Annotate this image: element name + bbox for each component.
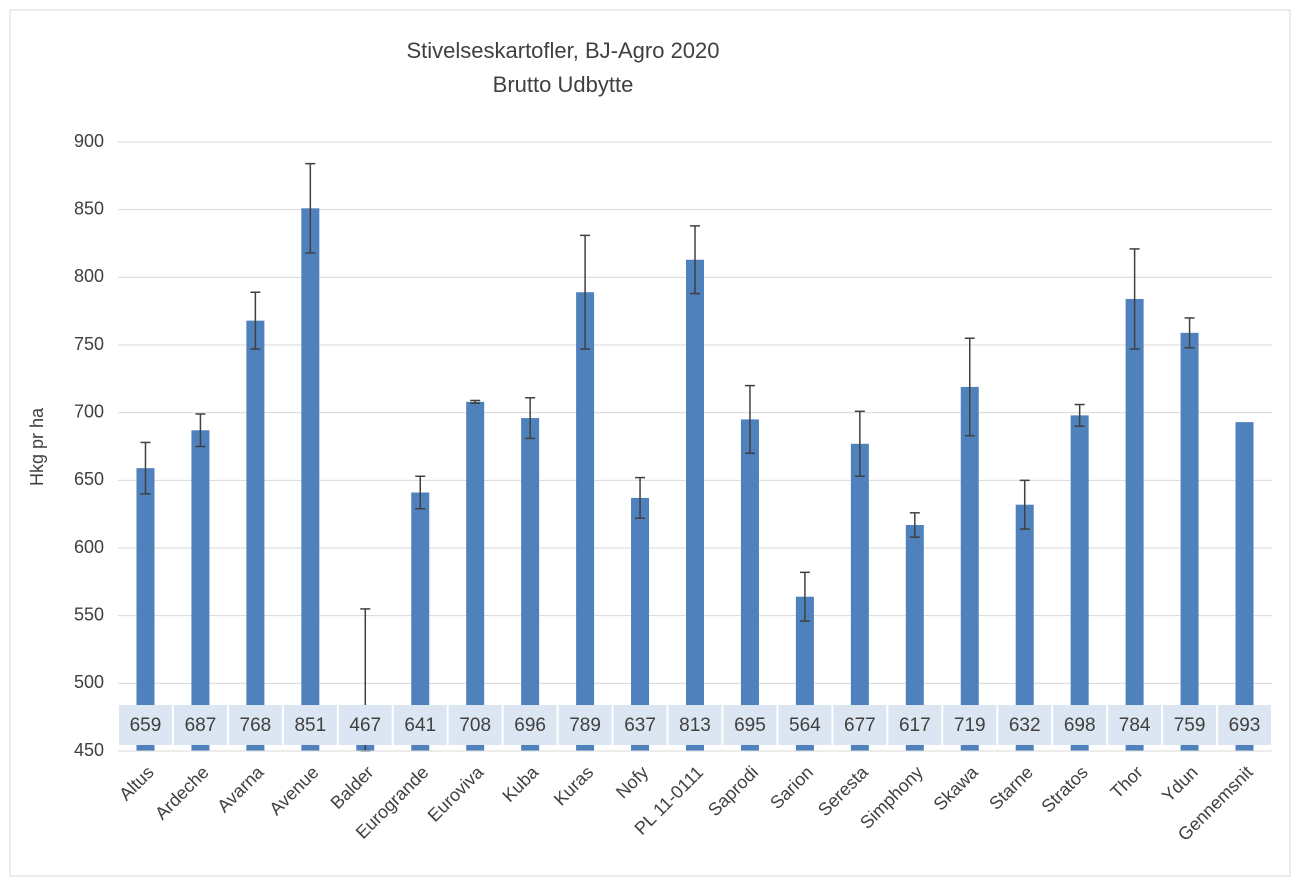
chart-subtitle: Brutto Udbytte <box>493 72 634 97</box>
value-label: 698 <box>1064 715 1096 736</box>
error-bar <box>744 384 755 455</box>
y-tick-label: 700 <box>74 401 104 421</box>
y-tick-label: 650 <box>74 469 104 489</box>
bar <box>905 524 924 751</box>
value-label-box <box>723 705 777 745</box>
y-tick-label: 450 <box>74 740 104 760</box>
value-label: 564 <box>789 715 821 736</box>
bar <box>631 497 650 751</box>
value-label: 659 <box>130 715 162 736</box>
value-label-box <box>1053 705 1107 745</box>
y-tick-label: 800 <box>74 266 104 286</box>
error-bar <box>964 337 975 437</box>
value-label-box <box>1218 705 1271 745</box>
error-bar <box>799 571 810 622</box>
value-label: 851 <box>294 715 326 736</box>
error-bar <box>635 476 646 519</box>
value-label: 695 <box>734 715 766 736</box>
value-label-box <box>613 705 667 745</box>
bar <box>850 443 869 751</box>
value-label-box <box>338 705 392 745</box>
bar <box>136 468 155 751</box>
value-label: 708 <box>459 715 491 736</box>
error-bar <box>1129 248 1140 350</box>
y-tick-label: 600 <box>74 537 104 557</box>
value-label: 617 <box>899 715 931 736</box>
value-label: 789 <box>569 715 601 736</box>
error-bar <box>580 234 591 350</box>
value-label: 632 <box>1009 715 1041 736</box>
error-bar <box>909 512 920 538</box>
value-label-box <box>1108 705 1162 745</box>
y-tick-label: 500 <box>74 672 104 692</box>
value-label-box <box>833 705 887 745</box>
bar <box>521 418 540 751</box>
error-bar <box>140 441 151 495</box>
error-bar <box>1019 479 1030 530</box>
error-bar <box>1074 403 1085 427</box>
error-bar <box>1184 317 1195 349</box>
error-bar <box>525 397 536 440</box>
bar <box>1125 298 1144 751</box>
bar <box>576 292 595 751</box>
value-label-box <box>558 705 612 745</box>
value-label: 719 <box>954 715 986 736</box>
value-label-box <box>1163 705 1217 745</box>
error-bar <box>195 413 206 448</box>
error-bar <box>690 225 700 295</box>
value-label-box <box>888 705 942 745</box>
value-label-box <box>448 705 502 745</box>
chart-title: Stivelseskartofler, BJ-Agro 2020 <box>406 38 719 63</box>
error-bar <box>470 399 481 404</box>
value-label: 813 <box>679 715 711 736</box>
value-label-box <box>668 705 722 745</box>
error-bar <box>854 410 865 478</box>
bar <box>740 419 759 751</box>
value-label-box <box>393 705 447 745</box>
value-label: 759 <box>1174 715 1206 736</box>
value-label-box <box>503 705 557 745</box>
y-tick-label: 850 <box>74 198 104 218</box>
value-label-box <box>119 705 172 745</box>
bar <box>686 259 704 751</box>
value-label: 784 <box>1119 715 1151 736</box>
value-label: 696 <box>514 715 546 736</box>
value-label: 467 <box>349 715 381 736</box>
error-bar <box>415 475 426 510</box>
value-label-box <box>778 705 832 745</box>
value-label-box <box>998 705 1052 745</box>
bar <box>411 492 430 751</box>
value-label-box <box>228 705 282 745</box>
y-tick-label: 750 <box>74 334 104 354</box>
value-label-box <box>283 705 337 745</box>
value-label: 768 <box>240 715 272 736</box>
y-axis-label: Hkg pr ha <box>27 407 47 486</box>
bar <box>960 386 979 751</box>
bar <box>191 430 210 751</box>
value-label: 687 <box>185 715 217 736</box>
bar <box>1235 422 1254 751</box>
y-tick-label: 550 <box>74 604 104 624</box>
y-tick-label: 900 <box>74 131 104 151</box>
bar <box>301 208 320 751</box>
value-label: 677 <box>844 715 876 736</box>
value-label: 641 <box>404 715 436 736</box>
error-bar <box>250 291 261 350</box>
value-label: 693 <box>1229 715 1261 736</box>
value-label: 637 <box>624 715 656 736</box>
value-label-box <box>173 705 227 745</box>
value-label-box <box>943 705 997 745</box>
bar <box>466 401 485 751</box>
error-bar <box>305 162 316 254</box>
bar <box>1180 332 1199 751</box>
bar <box>1070 415 1089 751</box>
bar <box>1015 504 1034 751</box>
bar <box>246 320 265 751</box>
